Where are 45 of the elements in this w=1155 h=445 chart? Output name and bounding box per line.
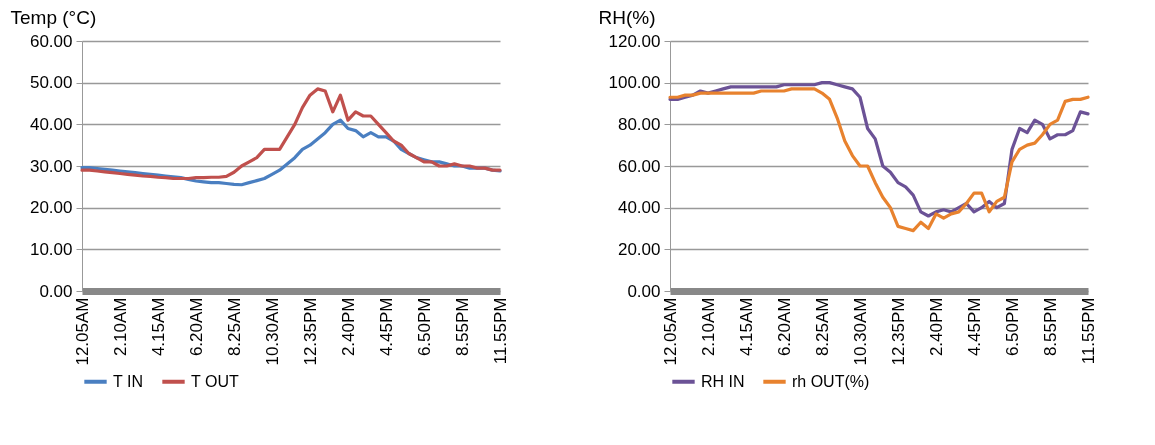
- legend-label: T OUT: [191, 372, 239, 390]
- y-tick-label: 60.00: [617, 156, 661, 176]
- x-tick-label: 2.40PM: [926, 297, 946, 357]
- x-tick-label: 12.05AM: [660, 297, 680, 366]
- y-tick-label: 120.00: [608, 31, 661, 51]
- y-tick-label: 20.00: [617, 239, 661, 259]
- x-tick-label: 11.55PM: [490, 297, 510, 365]
- y-tick-label: 0.00: [39, 281, 73, 301]
- y-tick-label: 100.00: [608, 73, 661, 93]
- x-tick-label: 12.05AM: [72, 297, 92, 366]
- x-tick-label: 10.30AM: [850, 297, 870, 366]
- y-tick-label: 60.00: [29, 31, 73, 51]
- x-tick-label: 4.15AM: [736, 297, 756, 357]
- x-tick-label: 12.35PM: [888, 297, 908, 366]
- y-tick-label: 80.00: [617, 114, 661, 134]
- x-tick-label: 12.35PM: [300, 297, 320, 366]
- legend-label: RH IN: [701, 372, 745, 390]
- legend-label: rh OUT(%): [792, 372, 870, 390]
- x-tick-label: 8.55PM: [452, 297, 472, 357]
- y-tick-label: 30.00: [29, 156, 73, 176]
- x-tick-label: 6.50PM: [1002, 297, 1022, 357]
- x-tick-label: 2.10AM: [110, 297, 130, 357]
- y-axis-title: Temp (°C): [10, 6, 97, 28]
- y-tick-label: 20.00: [29, 198, 73, 218]
- legend-label: T IN: [113, 372, 143, 390]
- y-tick-label: 50.00: [29, 73, 73, 93]
- x-tick-label: 4.45PM: [964, 297, 984, 357]
- x-tick-label: 8.25AM: [812, 297, 832, 357]
- x-tick-label: 8.55PM: [1040, 297, 1060, 357]
- y-tick-label: 0.00: [627, 281, 661, 301]
- y-tick-label: 40.00: [29, 114, 73, 134]
- y-axis-title: RH(%): [598, 6, 656, 28]
- x-tick-label: 2.10AM: [698, 297, 718, 357]
- x-tick-label: 6.20AM: [186, 297, 206, 357]
- x-tick-label: 8.25AM: [224, 297, 244, 357]
- x-tick-label: 11.55PM: [1078, 297, 1098, 365]
- line-series: [80, 87, 502, 181]
- x-tick-label: 10.30AM: [262, 297, 282, 366]
- x-tick-label: 6.50PM: [414, 297, 434, 357]
- x-tick-label: 4.15AM: [148, 297, 168, 357]
- y-tick-label: 40.00: [617, 198, 661, 218]
- x-tick-label: 2.40PM: [338, 297, 358, 357]
- x-tick-label: 4.45PM: [376, 297, 396, 357]
- y-tick-label: 10.00: [29, 239, 73, 259]
- x-tick-label: 6.20AM: [774, 297, 794, 357]
